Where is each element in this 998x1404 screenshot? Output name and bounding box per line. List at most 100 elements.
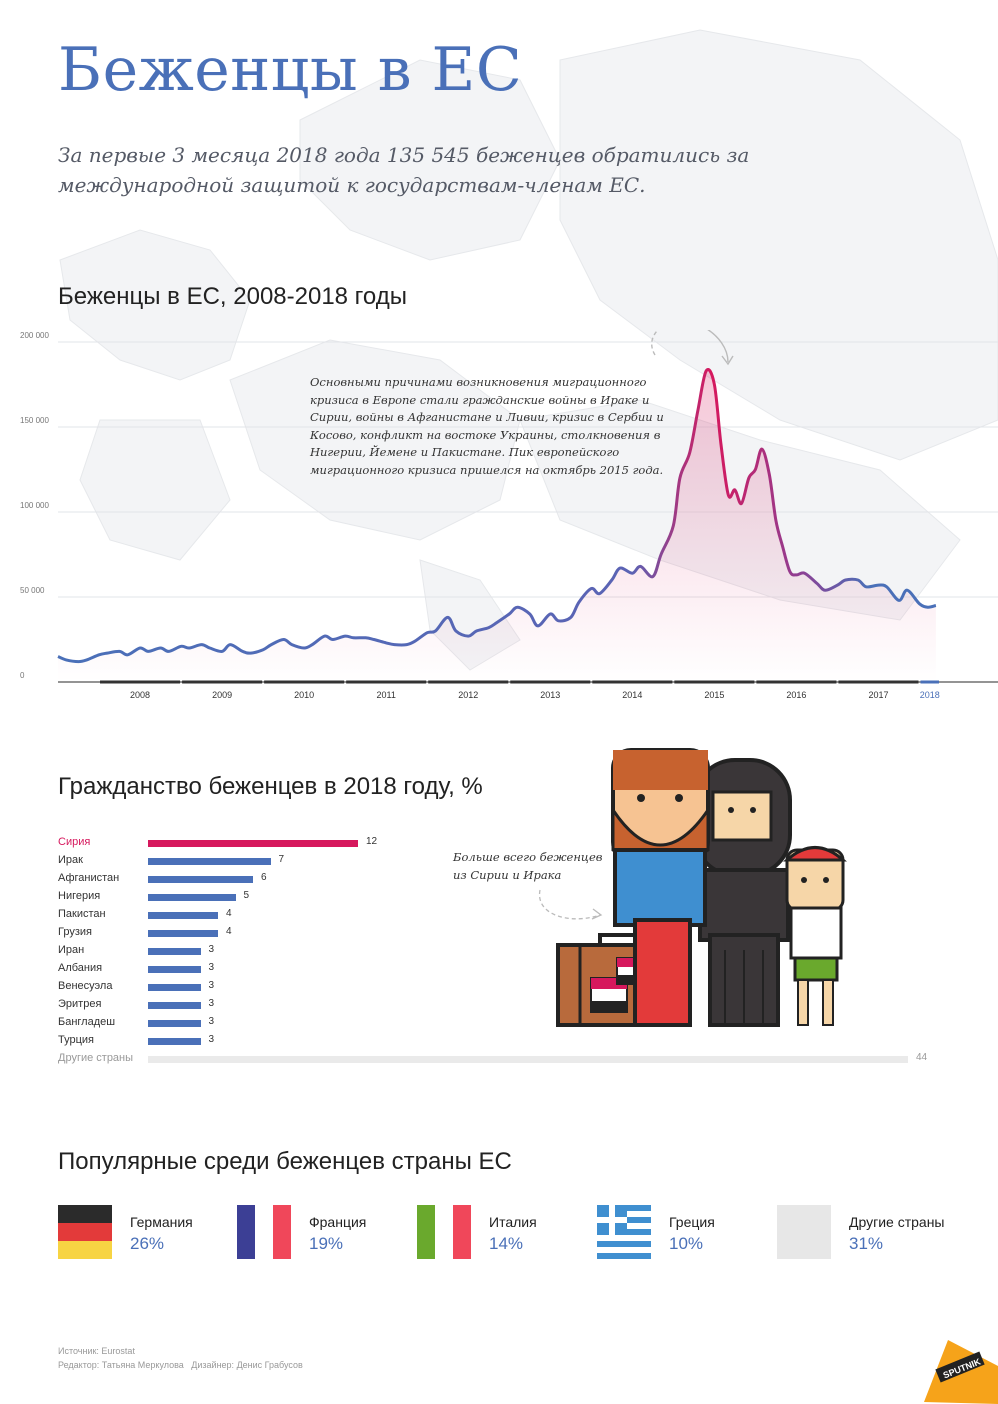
x-tick-label: 2017 <box>868 690 888 700</box>
citizenship-country-label: Эритрея <box>58 998 102 1010</box>
x-tick-label: 2014 <box>622 690 642 700</box>
y-tick-label: 200 000 <box>20 331 49 340</box>
citizenship-bar <box>148 912 218 919</box>
series-area <box>58 369 936 682</box>
citizenship-value: 7 <box>278 854 285 865</box>
citizenship-value: 3 <box>208 962 215 973</box>
citizenship-bar <box>148 876 253 883</box>
greece-flag-icon <box>597 1205 651 1259</box>
citizenship-bar <box>148 984 201 991</box>
year-band <box>264 680 345 684</box>
country-name: Франция <box>309 1214 367 1230</box>
citizenship-row: Бангладеш 3 <box>58 1014 938 1032</box>
citizenship-value: 3 <box>208 944 215 955</box>
citizenship-row: Пакистан 4 <box>58 906 938 924</box>
year-band <box>838 680 919 684</box>
country-name: Греция <box>669 1214 715 1230</box>
country-percent: 26% <box>130 1234 165 1253</box>
citizenship-value: 3 <box>208 1034 215 1045</box>
y-tick-label: 0 <box>20 671 25 680</box>
citizenship-row: Грузия 4 <box>58 924 938 942</box>
footer-source: Источник: Eurostat <box>58 1346 135 1356</box>
citizenship-country-label: Сирия <box>58 836 91 848</box>
man-figure <box>611 748 710 1027</box>
citizenship-row: Ирак 7 <box>58 852 938 870</box>
citizenship-value: 44 <box>916 1052 928 1063</box>
country-germany: Германия 26% <box>58 1205 228 1261</box>
page-title: Беженцы в ЕС <box>58 35 523 105</box>
citizenship-country-label: Венесуэла <box>58 980 113 992</box>
country-percent: 19% <box>309 1234 344 1253</box>
citizenship-value: 5 <box>243 890 250 901</box>
y-tick-label: 50 000 <box>20 586 45 595</box>
citizenship-bar <box>148 840 358 847</box>
germany-flag-icon <box>58 1205 112 1259</box>
y-tick-label: 100 000 <box>20 501 49 510</box>
x-tick-label: 2016 <box>786 690 806 700</box>
citizenship-country-label: Иран <box>58 944 85 956</box>
citizenship-bar <box>148 1038 201 1045</box>
citizenship-value: 4 <box>226 908 232 919</box>
citizenship-value: 6 <box>261 872 267 883</box>
citizenship-bar <box>148 1002 201 1009</box>
citizenship-country-label: Нигерия <box>58 890 101 902</box>
refugee-family-illustration <box>556 748 847 1027</box>
citizenship-country-label: Ирак <box>58 854 83 866</box>
x-tick-label: 2011 <box>377 690 396 700</box>
x-tick-label: 2009 <box>212 690 232 700</box>
citizenship-value: 3 <box>208 998 215 1009</box>
curved-arrow-icon <box>539 889 603 920</box>
country-greece: Греция 10% <box>597 1205 767 1261</box>
citizenship-row: Эритрея 3 <box>58 996 938 1014</box>
citizenship-country-label: Пакистан <box>58 908 106 920</box>
citizenship-country-label: Бангладеш <box>58 1016 116 1028</box>
citizenship-bar <box>148 1056 908 1063</box>
citizenship-title: Гражданство беженцев в 2018 году, % <box>58 773 483 800</box>
citizenship-value: 3 <box>208 980 215 991</box>
year-band <box>100 680 181 684</box>
year-band <box>346 680 427 684</box>
citizenship-note: Больше всего беженцев из Сирии и Ирака <box>453 850 603 882</box>
citizenship-row: Иран 3 <box>58 942 938 960</box>
country-name: Другие страны <box>849 1214 945 1230</box>
citizenship-bar <box>148 930 218 937</box>
country-italy: Италия 14% <box>417 1205 587 1261</box>
country-percent: 10% <box>669 1234 704 1253</box>
countries-title: Популярные среди беженцев страны ЕС <box>58 1148 512 1175</box>
x-tick-label: 2018 <box>920 690 940 700</box>
year-band <box>510 680 591 684</box>
child-figure <box>783 846 847 1026</box>
country-name: Германия <box>130 1214 193 1230</box>
x-tick-label: 2013 <box>540 690 560 700</box>
year-band <box>674 680 755 684</box>
footer-credits: Редактор: Татьяна Меркулова Дизайнер: Де… <box>58 1360 303 1370</box>
france-flag-icon <box>237 1205 291 1259</box>
citizenship-country-label: Албания <box>58 962 103 974</box>
citizenship-row: Нигерия 5 <box>58 888 938 906</box>
sputnik-logo: SPUTNIK <box>924 1340 998 1404</box>
year-band <box>428 680 509 684</box>
country-name: Италия <box>489 1214 537 1230</box>
chart-annotation: Основными причинами возникновения миграц… <box>310 375 664 477</box>
citizenship-bar <box>148 966 201 973</box>
citizenship-value: 4 <box>226 926 232 937</box>
x-tick-label: 2012 <box>458 690 478 700</box>
woman-figure <box>693 758 792 1027</box>
series-line <box>57 368 937 664</box>
x-tick-label: 2008 <box>130 690 150 700</box>
citizenship-row: Венесуэла 3 <box>58 978 938 996</box>
citizenship-country-label: Другие страны <box>58 1052 134 1064</box>
country-france: Франция 19% <box>237 1205 407 1261</box>
citizenship-row: Албания 3 <box>58 960 938 978</box>
country-percent: 14% <box>489 1234 524 1253</box>
y-tick-label: 150 000 <box>20 416 49 425</box>
citizenship-row: Турция 3 <box>58 1032 938 1050</box>
citizenship-bar <box>148 1020 201 1027</box>
citizenship-country-label: Турция <box>58 1034 94 1046</box>
country-percent: 31% <box>849 1234 884 1253</box>
citizenship-country-label: Грузия <box>58 926 92 938</box>
x-tick-label: 2015 <box>704 690 724 700</box>
citizenship-row: Афганистан 6 <box>58 870 938 888</box>
citizenship-bar <box>148 948 201 955</box>
citizenship-bar <box>148 894 236 901</box>
